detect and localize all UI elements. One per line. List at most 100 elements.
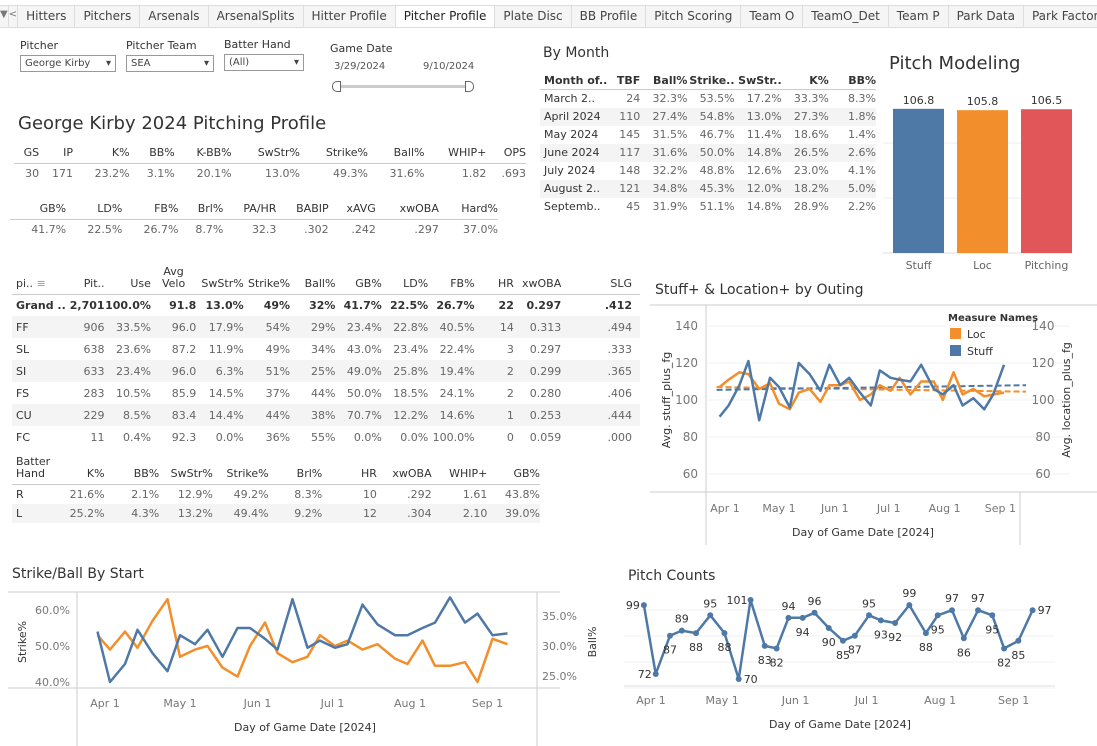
- column-header[interactable]: BB%: [828, 74, 876, 90]
- tab-plate-disc[interactable]: Plate Disc: [495, 6, 572, 27]
- column-header[interactable]: Pit..: [66, 260, 105, 295]
- column-header[interactable]: K%: [59, 456, 105, 485]
- column-header[interactable]: HR: [322, 456, 377, 485]
- tab-park-data[interactable]: Park Data: [949, 6, 1024, 27]
- tab-bb-profile[interactable]: BB Profile: [572, 6, 647, 27]
- tab-arsenalsplits[interactable]: ArsenalSplits: [209, 6, 304, 27]
- chevron-down-icon: ▾: [203, 58, 209, 69]
- hand-dropdown[interactable]: (All) ▾: [224, 54, 304, 71]
- column-header: K%: [73, 146, 130, 164]
- header-row: Month of.. TBF Ball% Strike.. SwStr.. K% BB%: [540, 74, 876, 90]
- column-header[interactable]: Batter Hand: [12, 456, 60, 485]
- column-header[interactable]: Strike%: [243, 260, 291, 295]
- tab-hitter-profile[interactable]: Hitter Profile: [304, 6, 396, 27]
- stat-value: 31.6%: [389, 167, 425, 180]
- tab-park-factors[interactable]: Park Factors: [1024, 6, 1097, 27]
- team-dropdown[interactable]: SEA ▾: [126, 55, 214, 72]
- cell-value: 49.2%: [233, 487, 269, 501]
- column-header[interactable]: HR: [474, 260, 514, 295]
- column-header: xwOBA: [375, 202, 439, 220]
- y-right-tick-label: 100: [1032, 393, 1055, 407]
- cell-value: .333: [607, 342, 633, 356]
- table-row: R 21.6% 2.1% 12.9% 49.2% 8.3% 10 .292 1.61 43.8%: [12, 485, 540, 504]
- pitch-count-point: [892, 619, 899, 626]
- cell-value: 22: [498, 298, 514, 312]
- date-slider-start-handle[interactable]: [332, 81, 341, 92]
- column-header[interactable]: Avg Velo: [150, 260, 197, 295]
- x-tick-label: Apr 1: [90, 697, 120, 710]
- month-label: Septemb..: [544, 200, 601, 213]
- column-header[interactable]: Use: [104, 260, 151, 295]
- cell-value: 44%: [310, 386, 336, 400]
- date-range-slider[interactable]: [337, 85, 470, 88]
- column-header[interactable]: WHIP+: [431, 456, 488, 485]
- tab-teamo-det[interactable]: TeamO_Det: [803, 6, 889, 27]
- stat-value: .693: [501, 167, 527, 180]
- tab-team-o[interactable]: Team O: [741, 6, 804, 27]
- tab-hitters[interactable]: Hitters: [18, 6, 76, 27]
- column-header[interactable]: SwStr%: [159, 456, 213, 485]
- data-label: 101: [727, 594, 748, 607]
- cell-value: 2.2%: [848, 200, 876, 213]
- cell-value: 21.6%: [69, 487, 105, 501]
- pitch-count-point: [877, 617, 884, 624]
- column-header[interactable]: pi.. ≡: [12, 260, 67, 295]
- tab-menu-icon[interactable]: ▼: [0, 6, 9, 27]
- cell-value: 8.3%: [294, 487, 323, 501]
- column-header[interactable]: Ball%: [290, 260, 336, 295]
- column-header[interactable]: Strike..: [687, 74, 735, 90]
- cell-value: 26.5%: [781, 143, 829, 162]
- tab-team-p[interactable]: Team P: [889, 6, 949, 27]
- column-header[interactable]: SwStr%: [196, 260, 244, 295]
- y-right-tick-label: 140: [1032, 319, 1055, 333]
- column-header[interactable]: FB%: [428, 260, 475, 295]
- tab-arsenals[interactable]: Arsenals: [140, 6, 209, 27]
- hand-value: (All): [229, 57, 250, 68]
- column-header[interactable]: Brl%: [268, 456, 323, 485]
- column-header[interactable]: SLG: [561, 260, 640, 295]
- column-header[interactable]: GB%: [487, 456, 540, 485]
- column-header[interactable]: SwStr..: [734, 74, 782, 90]
- pitch-count-point: [1029, 607, 1036, 614]
- chevron-down-icon: ▾: [293, 57, 299, 68]
- data-label: 87: [663, 644, 677, 657]
- legend-title: Measure Names: [948, 313, 1038, 324]
- tab-scroll-left-icon[interactable]: <: [9, 6, 19, 27]
- column-header[interactable]: Strike%: [212, 456, 269, 485]
- column-header[interactable]: K%: [781, 74, 829, 90]
- column-header[interactable]: Ball%: [640, 74, 688, 90]
- row-label: FS: [16, 386, 30, 400]
- column-header[interactable]: xwOBA: [513, 260, 562, 295]
- column-header[interactable]: LD%: [381, 260, 429, 295]
- stat-value: 3.1%: [146, 167, 175, 180]
- tab-pitchers[interactable]: Pitchers: [75, 6, 141, 27]
- sort-icon[interactable]: ≡: [33, 276, 46, 290]
- date-slider-end-handle[interactable]: [465, 81, 474, 92]
- cell-value: 4.3%: [104, 503, 160, 523]
- cell-value: 12: [322, 503, 377, 523]
- cell-value: 4.1%: [848, 164, 876, 177]
- data-label: 88: [717, 641, 731, 654]
- cell-value: 18.2%: [781, 179, 829, 198]
- cell-value: 0.280: [529, 386, 562, 400]
- y-right-axis-title: Ball%: [586, 627, 599, 658]
- cell-value: 14.4%: [196, 404, 244, 426]
- column-header[interactable]: GB%: [335, 260, 382, 295]
- stat-value: 37.0%: [463, 223, 498, 236]
- column-header[interactable]: xwOBA: [376, 456, 432, 485]
- cell-value: 14.8%: [734, 143, 782, 162]
- pitch-count-point: [1015, 637, 1022, 644]
- column-header[interactable]: TBF: [610, 74, 641, 90]
- cell-value: 100.0%: [105, 298, 151, 312]
- cell-value: 70.7%: [335, 404, 382, 426]
- cell-value: 34.8%: [640, 179, 688, 198]
- column-header[interactable]: Month of..: [540, 74, 611, 90]
- tab-pitch-scoring[interactable]: Pitch Scoring: [646, 6, 742, 27]
- pitch-count-point: [747, 597, 754, 603]
- pitcher-dropdown[interactable]: George Kirby ▾: [20, 55, 116, 72]
- column-header[interactable]: BB%: [104, 456, 160, 485]
- x-tick-label: May 1: [705, 694, 738, 707]
- tab-pitcher-profile[interactable]: Pitcher Profile: [395, 6, 496, 27]
- cell-value: 0.297: [529, 342, 562, 356]
- value-row: 30 171 23.2% 3.1% 20.1% 13.0% 49.3% 31.6% 1.82 .6…: [14, 164, 527, 180]
